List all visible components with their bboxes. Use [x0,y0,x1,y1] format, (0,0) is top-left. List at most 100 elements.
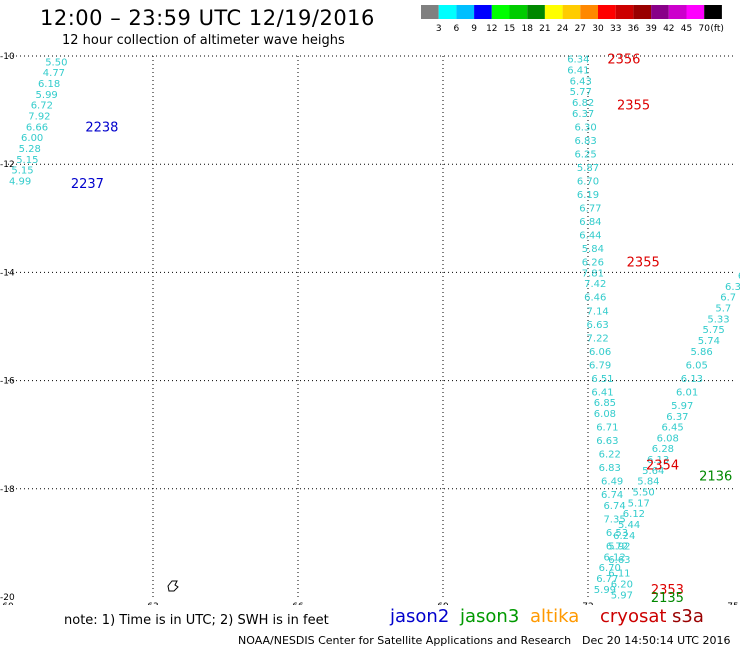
latitude-label: -12 [0,160,15,170]
latitude-label: -18 [0,485,15,495]
latitude-label: -10 [0,52,15,62]
swh-value: 6.26 [582,258,604,269]
time-label: 2354 [646,458,679,473]
color-swatch [704,5,722,19]
swh-value: 6.63 [587,320,609,331]
color-swatch [474,5,492,19]
color-swatch [456,5,475,19]
swh-value: 6.3 [725,282,740,293]
color-scale-tick: 12 [486,24,497,34]
color-scale-tick: 24 [557,24,569,34]
credit-line: NOAA/NESDIS Center for Satellite Applica… [238,634,572,647]
color-swatch [686,5,705,19]
color-swatch [527,5,545,19]
swh-value: 7.35 [603,515,625,526]
longitude-label: 69 [437,602,449,605]
swh-value: 6.72 [606,542,628,553]
swh-value: 7.22 [587,333,609,344]
swh-value: 5.17 [628,498,650,509]
swh-value: 6.18 [38,79,60,90]
time-label: 2356 [607,53,640,68]
swh-value: 6.77 [579,203,601,214]
color-scale-tick: 70 [698,24,710,34]
time-label: 2136 [699,469,732,484]
swh-value: 4.77 [43,68,65,79]
swh-value: 6.01 [676,387,698,398]
swh-value: 6.08 [594,409,616,420]
swh-value: 6.77 [596,574,618,585]
swh-value: 6.13 [647,455,669,466]
swh-value: 6.7 [720,293,736,304]
swh-value: 6.51 [591,374,613,385]
color-swatch [633,5,652,19]
swh-value: 6.34 [567,55,589,66]
map-grid [8,55,733,597]
swh-value: 5.75 [703,325,725,336]
swh-value: 6.25 [574,149,596,160]
footer-note: note: 1) Time is in UTC; 2) SWH is in fe… [64,613,329,628]
color-scale-tick: 9 [471,24,477,34]
swh-value: 6.82 [572,98,594,109]
color-scale-tick: 21 [539,24,550,34]
color-scale-tick: 6 [454,24,460,34]
swh-value: 5.33 [707,314,729,325]
swh-value: 7.14 [587,306,609,317]
swh-value: 6.44 [579,231,601,242]
swh-value: 6.00 [21,133,43,144]
time-label: 2135 [651,591,684,605]
satellite-legend-s3a: s3a [672,606,704,627]
longitude-label: 60 [2,602,14,605]
swh-value: 6.13 [681,374,703,385]
satellite-track: 6.6.36.75.75.335.755.745.86 6.05 6.13 6.01 5… [594,271,740,596]
swh-value: 6.37 [666,412,688,423]
swh-value: 6.41 [567,66,589,77]
swh-value: 5.15 [16,155,38,166]
color-swatch [491,5,510,19]
swh-value: 6.49 [601,477,623,488]
time-label: 2355 [627,256,660,271]
swh-value: 6.22 [599,450,621,461]
swh-value: 5.77 [570,87,592,98]
swh-value: 6.28 [652,444,674,455]
swh-value: 6.19 [577,190,599,201]
color-scale-tick: 15 [504,24,515,34]
latitude-label: -16 [0,377,15,387]
longitude-label: 72 [582,602,593,605]
swh-value: 6.06 [589,347,611,358]
swh-value: 6.83 [574,136,596,147]
swh-value: 4.99 [9,176,31,187]
swh-value: 5.84 [582,244,604,255]
swh-value: 5.15 [11,166,33,177]
color-scale-tick: 3 [436,24,442,34]
swh-value: 5.97 [671,401,693,412]
satellite-legend-jason2: jason2 [390,606,450,627]
swh-value: 6.12 [603,552,625,563]
axis-labels: 60 63 66 69 72 75 -10 -12 -14 -16 -18 -20 [0,52,739,605]
time-label: 2237 [71,177,104,192]
swh-value: 6.70 [599,563,621,574]
time-label: 2353 [651,583,684,598]
swh-value: 6.79 [589,360,611,371]
color-scale-labels: 3 6 9 12 15 18 21 24 27 30 33 36 39 42 45 70 (ft) [436,24,724,34]
latitude-label: -20 [0,593,15,603]
color-scale-tick: 42 [663,24,674,34]
swh-value: 7.42 [584,279,606,290]
swh-value: 6.37 [572,109,594,120]
color-swatch [421,5,439,19]
swh-value: 6.70 [577,176,599,187]
color-swatch [438,5,457,19]
swh-value: 6.85 [594,398,616,409]
swh-value: 6.12 [623,509,645,520]
swh-value: 6.84 [579,217,601,228]
swh-value: 6.53 [606,528,628,539]
map-subtitle: 12 hour collection of altimeter wave hei… [62,33,345,48]
color-scale-unit: (ft) [710,24,724,34]
satellite-legend-cryosat: cryosat [600,606,667,627]
swh-value: 7.92 [28,112,50,123]
swh-value: 6.20 [611,579,633,590]
swh-points: 5.504.776.185.996.727.926.666.005.285.15… [9,55,740,602]
swh-value: 6.41 [591,387,613,398]
color-swatch [598,5,616,19]
satellite-legend-altika: altika [530,606,580,627]
color-scale-tick: 36 [628,24,640,34]
